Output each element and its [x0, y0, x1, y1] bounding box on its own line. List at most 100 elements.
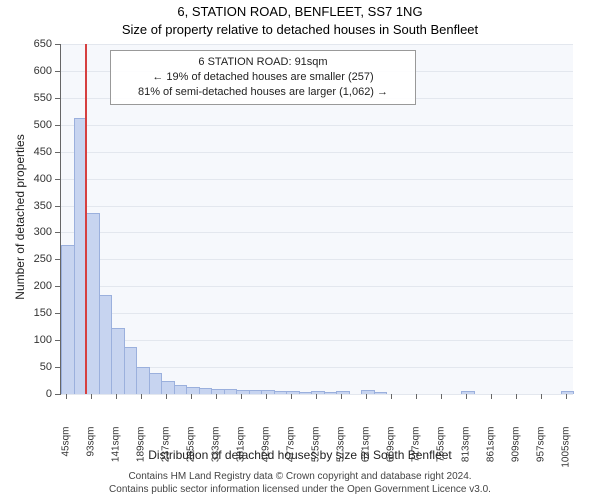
chart-title-main: 6, STATION ROAD, BENFLEET, SS7 1NG: [0, 4, 600, 19]
bar: [311, 391, 324, 394]
x-tick-label: 93sqm: [86, 427, 97, 471]
x-tick-mark: [66, 394, 67, 399]
gridline: [61, 125, 573, 126]
y-tick-label: 300: [12, 226, 56, 238]
x-tick-mark: [441, 394, 442, 399]
bar: [111, 328, 124, 394]
x-tick-label: 189sqm: [136, 427, 147, 471]
bar: [99, 295, 112, 394]
y-tick-label: 450: [12, 146, 56, 158]
chart-container: { "chart": { "type": "bar", "title_line1…: [0, 0, 600, 500]
x-tick-label: 717sqm: [410, 427, 421, 471]
bar: [561, 391, 574, 394]
footer-line-2: Contains public sector information licen…: [0, 483, 600, 496]
bar: [324, 392, 337, 394]
annotation-line: 81% of semi-detached houses are larger (…: [118, 85, 408, 100]
bar: [461, 391, 474, 394]
bar: [249, 390, 262, 394]
x-tick-mark: [341, 394, 342, 399]
x-tick-label: 669sqm: [385, 427, 396, 471]
bar: [161, 381, 174, 394]
x-tick-mark: [416, 394, 417, 399]
y-tick-label: 100: [12, 334, 56, 346]
x-tick-label: 477sqm: [286, 427, 297, 471]
annotation-line: ← 19% of detached houses are smaller (25…: [118, 70, 408, 85]
x-tick-mark: [491, 394, 492, 399]
gridline: [61, 286, 573, 287]
x-tick-label: 141sqm: [111, 427, 122, 471]
bar: [361, 390, 374, 394]
gridline: [61, 313, 573, 314]
x-tick-mark: [316, 394, 317, 399]
bar: [286, 391, 299, 394]
bar: [224, 389, 237, 394]
bar: [211, 389, 224, 394]
y-tick-label: 200: [12, 280, 56, 292]
x-tick-mark: [466, 394, 467, 399]
x-tick-mark: [116, 394, 117, 399]
gridline: [61, 152, 573, 153]
y-tick-label: 650: [12, 38, 56, 50]
x-tick-mark: [191, 394, 192, 399]
x-tick-label: 957sqm: [535, 427, 546, 471]
x-tick-label: 813sqm: [460, 427, 471, 471]
y-tick-label: 250: [12, 253, 56, 265]
x-tick-label: 765sqm: [435, 427, 446, 471]
x-tick-label: 285sqm: [186, 427, 197, 471]
x-tick-mark: [366, 394, 367, 399]
x-tick-mark: [216, 394, 217, 399]
bar: [136, 367, 149, 394]
bar: [199, 388, 212, 394]
x-tick-label: 333sqm: [211, 427, 222, 471]
x-tick-mark: [166, 394, 167, 399]
chart-title-sub: Size of property relative to detached ho…: [0, 22, 600, 37]
y-tick-label: 150: [12, 307, 56, 319]
x-tick-label: 1005sqm: [560, 427, 571, 471]
bar: [261, 390, 274, 394]
gridline: [61, 44, 573, 45]
y-tick-label: 400: [12, 173, 56, 185]
x-tick-label: 621sqm: [360, 427, 371, 471]
y-tick-label: 550: [12, 92, 56, 104]
x-tick-mark: [91, 394, 92, 399]
footer-line-1: Contains HM Land Registry data © Crown c…: [0, 470, 600, 483]
bar: [61, 245, 74, 394]
y-tick-label: 350: [12, 200, 56, 212]
annotation-box: 6 STATION ROAD: 91sqm← 19% of detached h…: [110, 50, 416, 105]
gridline: [61, 232, 573, 233]
bar: [124, 347, 137, 394]
x-tick-label: 525sqm: [311, 427, 322, 471]
gridline: [61, 340, 573, 341]
bar: [149, 373, 162, 394]
x-tick-mark: [141, 394, 142, 399]
x-tick-label: 861sqm: [485, 427, 496, 471]
x-tick-mark: [266, 394, 267, 399]
x-tick-mark: [291, 394, 292, 399]
x-tick-mark: [516, 394, 517, 399]
x-tick-label: 237sqm: [161, 427, 172, 471]
bar: [174, 385, 187, 394]
x-tick-label: 909sqm: [510, 427, 521, 471]
bar: [374, 392, 387, 394]
y-tick-label: 0: [12, 388, 56, 400]
bar: [186, 387, 199, 394]
bar: [336, 391, 349, 394]
gridline: [61, 259, 573, 260]
gridline: [61, 179, 573, 180]
bar: [299, 392, 312, 394]
x-tick-mark: [566, 394, 567, 399]
annotation-line: 6 STATION ROAD: 91sqm: [118, 55, 408, 70]
x-tick-label: 381sqm: [236, 427, 247, 471]
x-tick-mark: [541, 394, 542, 399]
x-tick-label: 573sqm: [335, 427, 346, 471]
y-tick-label: 600: [12, 65, 56, 77]
chart-footer: Contains HM Land Registry data © Crown c…: [0, 470, 600, 496]
x-tick-label: 45sqm: [61, 427, 72, 471]
reference-line: [85, 44, 87, 394]
gridline: [61, 206, 573, 207]
bar: [86, 213, 99, 394]
x-tick-mark: [241, 394, 242, 399]
bar: [274, 391, 287, 394]
y-tick-label: 50: [12, 361, 56, 373]
x-tick-mark: [391, 394, 392, 399]
